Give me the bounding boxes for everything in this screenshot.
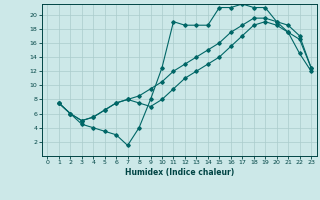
- X-axis label: Humidex (Indice chaleur): Humidex (Indice chaleur): [124, 168, 234, 177]
